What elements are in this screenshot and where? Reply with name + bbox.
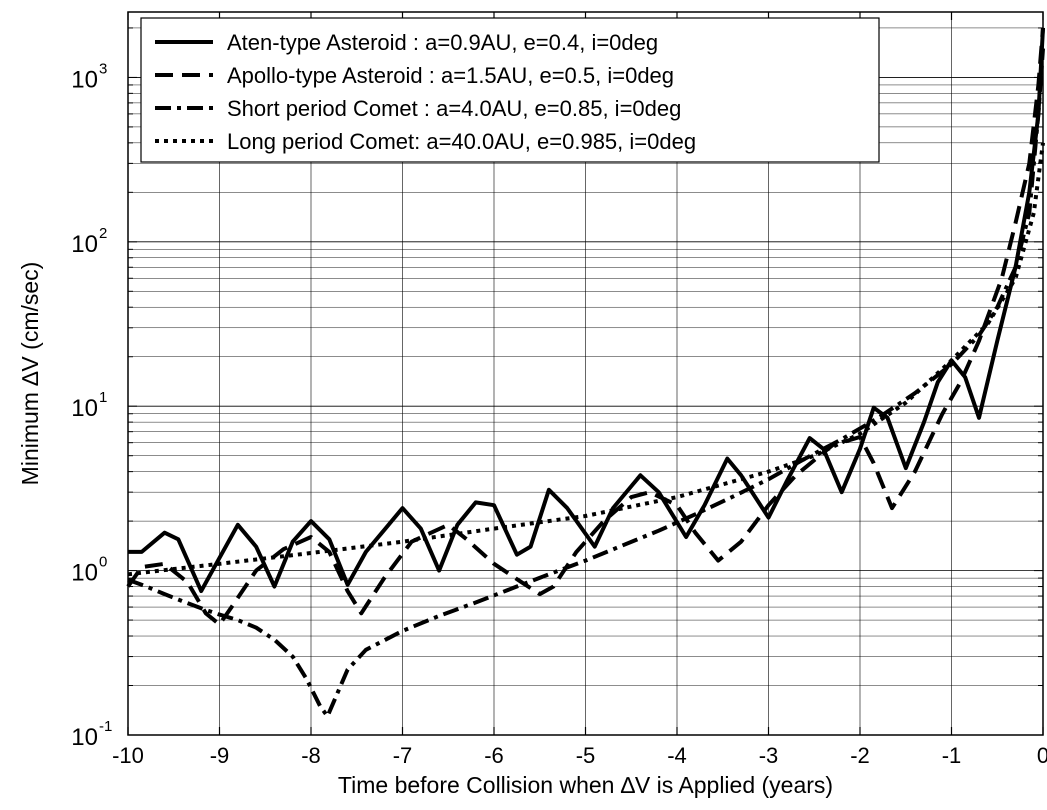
y-tick-label: 10 — [71, 395, 98, 422]
series-lines — [126, 27, 1045, 719]
y-tick-label: 10 — [71, 66, 98, 93]
x-tick-label: -8 — [301, 743, 321, 768]
y-tick-exponent: 0 — [99, 554, 107, 571]
y-tick-exponent: 2 — [99, 225, 107, 242]
x-tick-label: 0 — [1037, 743, 1047, 768]
x-tick-label: -10 — [112, 743, 144, 768]
legend-label-1: Aten-type Asteroid : a=0.9AU, e=0.4, i=0… — [227, 30, 658, 55]
y-tick-exponent: -1 — [99, 718, 112, 735]
y-tick-label: 10 — [71, 724, 98, 751]
y-axis-label: Minimum ∆V (cm/sec) — [17, 262, 43, 486]
legend-label-2: Apollo-type Asteroid : a=1.5AU, e=0.5, i… — [227, 63, 674, 88]
x-tick-label: -7 — [393, 743, 413, 768]
y-tick-exponent: 1 — [99, 389, 107, 406]
x-tick-label: -9 — [210, 743, 230, 768]
y-tick-label: 10 — [71, 560, 98, 587]
legend-box — [140, 17, 880, 163]
x-tick-label: -1 — [942, 743, 962, 768]
x-tick-label: -3 — [759, 743, 779, 768]
x-tick-label: -2 — [850, 743, 870, 768]
y-tick-exponent: 3 — [99, 60, 107, 77]
x-axis-label: Time before Collision when ∆V is Applied… — [338, 772, 833, 798]
x-tick-label: -4 — [667, 743, 687, 768]
series-line-2 — [126, 27, 1045, 627]
x-tick-label: -6 — [484, 743, 504, 768]
legend: Aten-type Asteroid : a=0.9AU, e=0.4, i=0… — [140, 17, 880, 163]
x-tick-label: -5 — [576, 743, 596, 768]
series-line-3 — [127, 48, 1045, 719]
series-line-1 — [128, 27, 1045, 594]
legend-label-3: Short period Comet : a=4.0AU, e=0.85, i=… — [227, 96, 681, 121]
legend-label-4: Long period Comet: a=40.0AU, e=0.985, i=… — [227, 129, 696, 154]
y-tick-label: 10 — [71, 231, 98, 258]
